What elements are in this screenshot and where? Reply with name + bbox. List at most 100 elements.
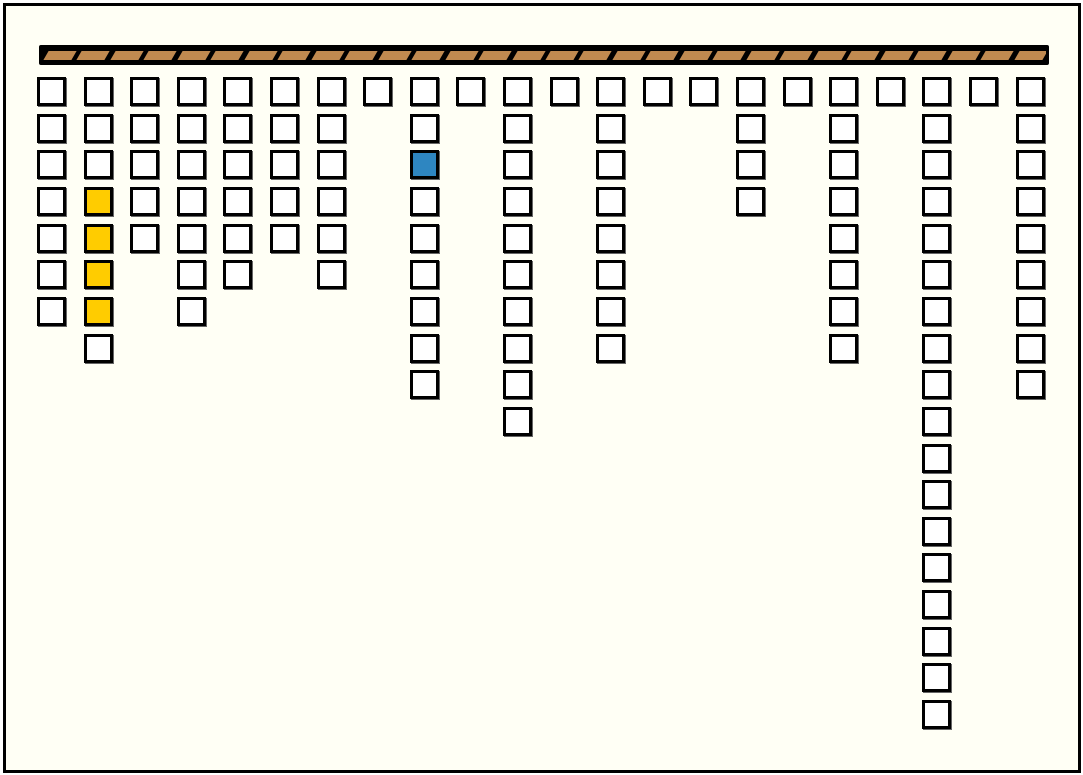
cell[interactable] (1015, 113, 1045, 143)
cell[interactable] (316, 223, 346, 253)
cell[interactable] (1015, 333, 1045, 363)
highlighted-cell-yellow[interactable] (83, 296, 113, 326)
cell[interactable] (316, 260, 346, 290)
cell[interactable] (503, 370, 532, 400)
cell[interactable] (176, 150, 206, 180)
cell[interactable] (922, 333, 952, 363)
cell[interactable] (409, 370, 439, 400)
cell[interactable] (922, 663, 952, 693)
cell[interactable] (1015, 260, 1045, 290)
cell[interactable] (736, 150, 765, 180)
cell[interactable] (223, 223, 253, 253)
cell[interactable] (316, 113, 346, 143)
cell[interactable] (409, 77, 439, 106)
cell[interactable] (922, 223, 952, 253)
cell[interactable] (922, 480, 952, 510)
cell[interactable] (782, 77, 812, 106)
cell[interactable] (596, 77, 626, 106)
cell[interactable] (689, 77, 719, 106)
cell[interactable] (596, 296, 626, 326)
cell[interactable] (922, 370, 952, 400)
cell[interactable] (596, 186, 626, 216)
cell[interactable] (596, 223, 626, 253)
highlighted-cell-blue[interactable] (409, 150, 439, 180)
cell[interactable] (316, 77, 346, 106)
cell[interactable] (922, 700, 952, 730)
cell[interactable] (270, 186, 299, 216)
cell[interactable] (829, 150, 859, 180)
cell[interactable] (130, 150, 160, 180)
cell[interactable] (176, 186, 206, 216)
cell[interactable] (223, 113, 253, 143)
cell[interactable] (736, 186, 765, 216)
cell[interactable] (829, 260, 859, 290)
cell[interactable] (596, 113, 626, 143)
cell[interactable] (409, 113, 439, 143)
cell[interactable] (829, 113, 859, 143)
cell[interactable] (37, 150, 66, 180)
cell[interactable] (130, 77, 160, 106)
cell[interactable] (503, 333, 532, 363)
cell[interactable] (409, 223, 439, 253)
cell[interactable] (829, 296, 859, 326)
cell[interactable] (176, 113, 206, 143)
cell[interactable] (83, 77, 113, 106)
cell[interactable] (503, 260, 532, 290)
cell[interactable] (37, 260, 66, 290)
cell[interactable] (316, 186, 346, 216)
cell[interactable] (270, 77, 299, 106)
cell[interactable] (829, 223, 859, 253)
cell[interactable] (596, 333, 626, 363)
cell[interactable] (736, 77, 765, 106)
cell[interactable] (1015, 223, 1045, 253)
cell[interactable] (922, 77, 952, 106)
cell[interactable] (969, 77, 998, 106)
cell[interactable] (37, 77, 66, 106)
cell[interactable] (409, 186, 439, 216)
cell[interactable] (922, 516, 952, 546)
cell[interactable] (130, 186, 160, 216)
cell[interactable] (130, 113, 160, 143)
cell[interactable] (176, 260, 206, 290)
cell[interactable] (549, 77, 579, 106)
cell[interactable] (176, 223, 206, 253)
cell[interactable] (270, 150, 299, 180)
cell[interactable] (875, 77, 905, 106)
cell[interactable] (1015, 186, 1045, 216)
cell[interactable] (456, 77, 486, 106)
cell[interactable] (223, 150, 253, 180)
cell[interactable] (223, 77, 253, 106)
cell[interactable] (596, 150, 626, 180)
cell[interactable] (503, 77, 532, 106)
cell[interactable] (922, 590, 952, 620)
cell[interactable] (223, 260, 253, 290)
cell[interactable] (922, 553, 952, 583)
cell[interactable] (37, 296, 66, 326)
cell[interactable] (223, 186, 253, 216)
cell[interactable] (1015, 77, 1045, 106)
cell[interactable] (83, 150, 113, 180)
cell[interactable] (83, 113, 113, 143)
cell[interactable] (1015, 370, 1045, 400)
cell[interactable] (409, 260, 439, 290)
highlighted-cell-yellow[interactable] (83, 260, 113, 290)
cell[interactable] (829, 333, 859, 363)
cell[interactable] (503, 113, 532, 143)
cell[interactable] (596, 260, 626, 290)
cell[interactable] (130, 223, 160, 253)
cell[interactable] (37, 223, 66, 253)
cell[interactable] (270, 113, 299, 143)
cell[interactable] (922, 186, 952, 216)
cell[interactable] (922, 443, 952, 473)
cell[interactable] (363, 77, 393, 106)
cell[interactable] (503, 406, 532, 436)
cell[interactable] (503, 296, 532, 326)
cell[interactable] (503, 150, 532, 180)
cell[interactable] (503, 223, 532, 253)
cell[interactable] (37, 186, 66, 216)
cell[interactable] (922, 113, 952, 143)
highlighted-cell-yellow[interactable] (83, 223, 113, 253)
cell[interactable] (922, 626, 952, 656)
cell[interactable] (176, 77, 206, 106)
cell[interactable] (37, 113, 66, 143)
